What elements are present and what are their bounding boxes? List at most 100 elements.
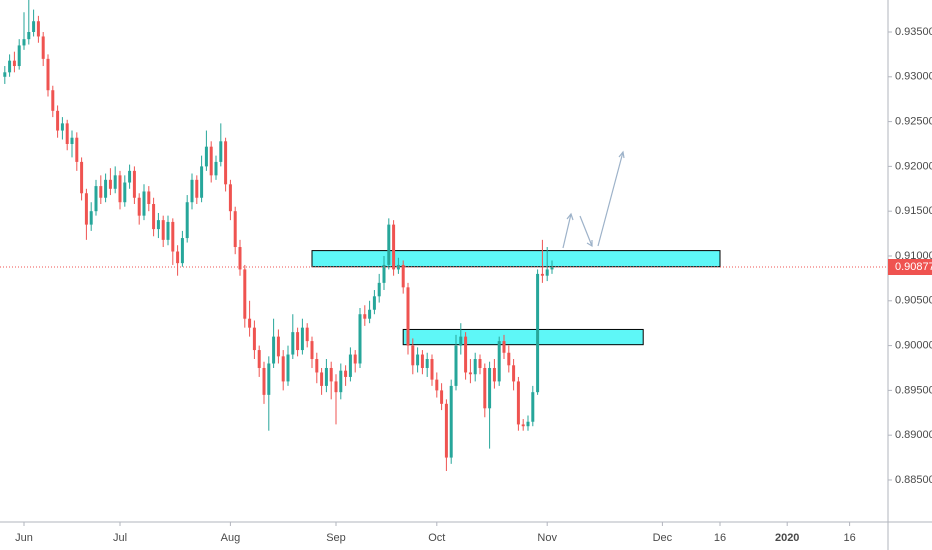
candle-body [401, 264, 405, 288]
candle-body [228, 184, 232, 212]
candle-body [156, 220, 160, 230]
candle-body [473, 359, 477, 375]
candle-body [176, 251, 180, 264]
candle-body [8, 60, 12, 73]
candle-body [521, 424, 525, 427]
candle-body [108, 179, 112, 189]
candle-body [12, 60, 16, 67]
candle-body [276, 336, 280, 357]
x-tick-label: Oct [428, 532, 445, 544]
candle-body [80, 161, 84, 194]
candle-body [209, 146, 213, 176]
candle-body [315, 359, 319, 373]
candle-body [171, 221, 175, 252]
candle-body [204, 146, 208, 167]
candle-body [262, 367, 266, 395]
candle-body [89, 211, 93, 225]
candle-body [483, 367, 487, 409]
arrow [562, 213, 572, 249]
candle-body [396, 264, 400, 270]
candle-body [348, 354, 352, 377]
arrow-head [566, 212, 574, 221]
candle-body [132, 170, 136, 198]
candle-body [99, 186, 103, 198]
candle-body [137, 197, 141, 216]
candle-body [94, 186, 98, 212]
candle-body [180, 238, 184, 264]
candle-body [257, 350, 261, 368]
candle-body [488, 367, 492, 409]
candle-body [60, 123, 64, 131]
candle-body [372, 296, 376, 310]
candle-body [368, 309, 372, 319]
candle-body [123, 182, 127, 203]
y-tick-label: 0.91000 [895, 250, 932, 262]
candle-body [507, 352, 511, 366]
candle-body [387, 224, 391, 265]
candle-body [468, 372, 472, 375]
candle-body [320, 372, 324, 386]
candle-body [190, 179, 194, 203]
candle-body [32, 21, 36, 32]
y-tick-label: 0.93000 [895, 71, 932, 83]
x-tick-label: Jun [15, 532, 33, 544]
candle-body [420, 354, 424, 368]
candle-body [267, 363, 271, 395]
candle-body [478, 359, 482, 368]
plot [3, 0, 721, 472]
x-tick-label: Jul [113, 532, 127, 544]
arrow-head [618, 150, 625, 159]
candle-body [516, 381, 520, 425]
x-tick-label: Nov [537, 532, 557, 544]
candle-body [334, 381, 338, 393]
candle-body [291, 332, 295, 355]
candle-body [128, 170, 132, 183]
candle-body [377, 282, 381, 297]
candle-body [324, 367, 328, 386]
candle-body [224, 141, 228, 185]
candle-body [252, 327, 256, 351]
candle-body [65, 123, 69, 144]
candle-body [75, 137, 79, 162]
arrow [579, 215, 593, 247]
candle-body [27, 31, 31, 40]
candle-body [118, 175, 122, 203]
candle-body [166, 221, 170, 240]
candle-body [41, 36, 45, 59]
y-tick-label: 0.89500 [895, 384, 932, 396]
x-tick-label: 16 [843, 532, 855, 544]
candle-body [214, 161, 218, 176]
x-tick-label: Sep [326, 532, 346, 544]
y-tick-label: 0.90500 [895, 295, 932, 307]
candle-body [305, 327, 309, 342]
candle-body [161, 220, 165, 240]
candle-body [272, 336, 276, 364]
candle-body [3, 72, 7, 77]
candle-body [84, 193, 88, 225]
candle-body [363, 314, 367, 319]
candle-body [329, 367, 333, 382]
candle-body [70, 137, 74, 144]
candle-body [142, 191, 146, 216]
candle-body [200, 166, 204, 198]
candle-body [440, 390, 444, 404]
arrow-head [586, 240, 593, 248]
candle-body [113, 175, 117, 189]
last-price-box [888, 259, 932, 276]
candle-body [531, 392, 535, 422]
candle-body [339, 370, 343, 393]
projection-arrows [562, 150, 625, 249]
candle-body [185, 202, 189, 239]
candle-body [17, 45, 21, 67]
candle-body [497, 341, 501, 382]
candle-body [147, 191, 151, 205]
candle-body [56, 110, 60, 131]
last-price-label: 0.90877 [895, 261, 932, 273]
candle-body [238, 247, 242, 270]
candle-body [152, 204, 156, 230]
y-tick-label: 0.93500 [895, 26, 932, 38]
zone [402, 328, 644, 346]
y-tick-label: 0.91500 [895, 205, 932, 217]
